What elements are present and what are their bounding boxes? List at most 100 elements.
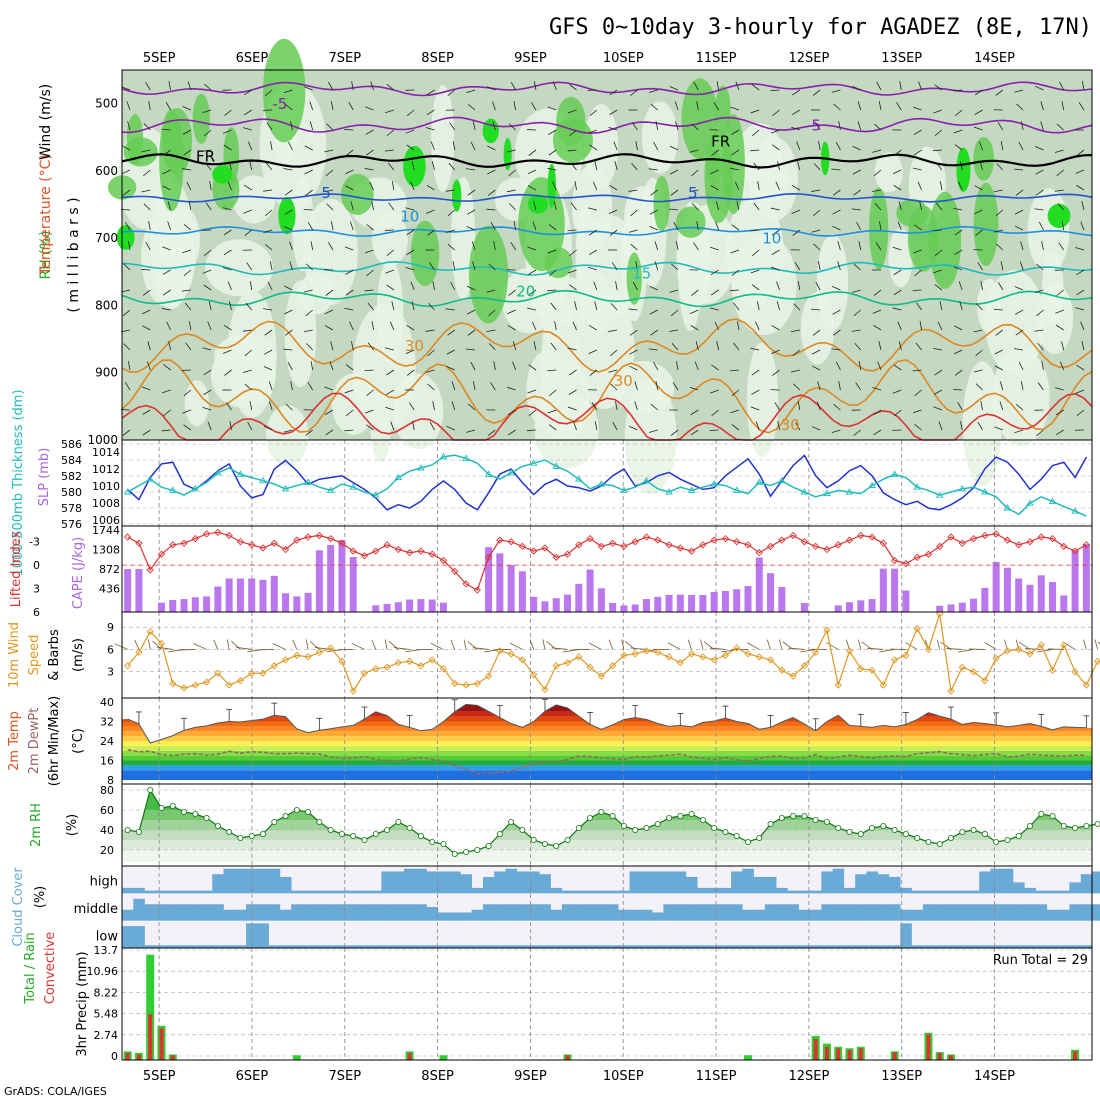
cloud-cell-high (956, 890, 969, 894)
cloud-cell-low (810, 945, 822, 948)
lifted-index-marker (924, 550, 933, 558)
wind-barb (1014, 348, 1024, 351)
wind-barb (554, 321, 557, 331)
wind-barb (121, 145, 131, 151)
wind-barb (263, 189, 273, 192)
wind-barb (268, 381, 273, 391)
lifted-index-marker (248, 541, 256, 549)
wind-barb-10m (687, 639, 692, 650)
wind-barb (183, 424, 192, 431)
right-tick-label: 1308 (92, 544, 120, 557)
wind-barb (1020, 121, 1024, 131)
cloud-cell-high (821, 871, 833, 894)
wind-barb (932, 149, 942, 152)
wind-barb (855, 382, 862, 391)
wind-barb (771, 229, 780, 236)
cloud-cell-low (1058, 945, 1070, 948)
rh-saturated-patch (482, 118, 499, 144)
wind-barb (123, 263, 131, 271)
wind-barb (912, 289, 922, 291)
wind-barb (669, 86, 679, 91)
cloud-cell-low (573, 945, 585, 948)
wind-barb (1081, 341, 1085, 351)
lifted-index-marker (1037, 533, 1045, 541)
rh-marker (147, 787, 154, 794)
wind-barb (264, 349, 273, 355)
wind-speed-marker (721, 651, 730, 660)
wind-barb (710, 389, 719, 394)
wind-barb (1075, 169, 1085, 174)
wind-barb (305, 189, 313, 196)
thickness-marker (191, 484, 200, 492)
thickness-marker (1003, 504, 1012, 511)
cloud-cell-low (516, 945, 529, 948)
wind-barb (412, 421, 415, 431)
wind-barb (466, 285, 476, 291)
cloud-cell-middle (832, 904, 845, 921)
rh-marker (553, 843, 560, 850)
lifted-index-marker (947, 533, 955, 541)
wind-barb (872, 189, 882, 192)
cape-bar (992, 561, 1000, 612)
wind-barb (569, 249, 577, 256)
rh-moist-patch (468, 225, 509, 324)
wind-barb (492, 101, 496, 111)
cloud-cell-middle (155, 904, 168, 921)
wind-barb (528, 269, 537, 275)
cloud-cell-middle (1035, 904, 1048, 921)
wind-barb (569, 84, 577, 91)
wind-barb (229, 421, 232, 431)
wind-barb (1036, 263, 1044, 271)
wind-barb (837, 261, 841, 271)
wind-barb-10m (351, 642, 365, 650)
wind-barb-10m (292, 639, 298, 650)
wind-barb (205, 202, 212, 211)
wind-barb (263, 308, 273, 311)
thickness-marker (281, 484, 290, 492)
wind-barb (771, 325, 780, 331)
date-label-top: 11SEP (696, 51, 737, 66)
rh-marker (350, 833, 357, 840)
wind-barb (856, 221, 862, 231)
wind-barb (223, 229, 232, 236)
wind-speed-marker (338, 657, 346, 665)
cape-bar (891, 568, 899, 612)
wind-barb (1075, 247, 1085, 251)
lifted-index-marker (609, 539, 617, 547)
wind-barb (267, 281, 273, 291)
y-tick-label: 24 (100, 735, 114, 748)
cape-bar (191, 597, 199, 612)
wind-barb (547, 249, 557, 254)
wind-barb (203, 284, 212, 291)
wind-barb (142, 309, 151, 315)
cloud-cell-low (629, 945, 642, 948)
wind-barb (993, 189, 1003, 193)
wind-barb (973, 329, 983, 333)
rh-dry-patch (874, 152, 903, 193)
rh-marker (981, 831, 988, 838)
cloud-cell-middle (900, 909, 912, 921)
cloud-cell-high (1092, 871, 1100, 894)
wind-barb (630, 89, 638, 96)
wind-barb (609, 349, 618, 357)
wind-barb (142, 325, 151, 331)
cloud-cell-high (708, 887, 721, 894)
ylabel-lifted-index-wrap: Lifted Index (9, 530, 24, 607)
wind-barb (365, 129, 374, 135)
wind-barb (1034, 146, 1044, 151)
wind-barb (628, 308, 638, 311)
rh-dry-patch (370, 390, 391, 463)
wind-barb-10m (1015, 639, 1020, 650)
wind-barb (125, 382, 131, 391)
wind-barb (1061, 341, 1065, 351)
wind-barb (309, 101, 314, 111)
cape-bar (496, 553, 504, 612)
rh-dry-patch (816, 234, 849, 331)
wind-barb (506, 149, 516, 153)
precip-total-bar (439, 1055, 448, 1060)
wind-barb (953, 349, 963, 355)
ylabel-10m-wind-wrap: 10m Wind (7, 622, 22, 688)
cape-bar (1049, 582, 1057, 612)
cape-bar (710, 591, 718, 612)
left-tick-label: 582 (61, 470, 82, 483)
